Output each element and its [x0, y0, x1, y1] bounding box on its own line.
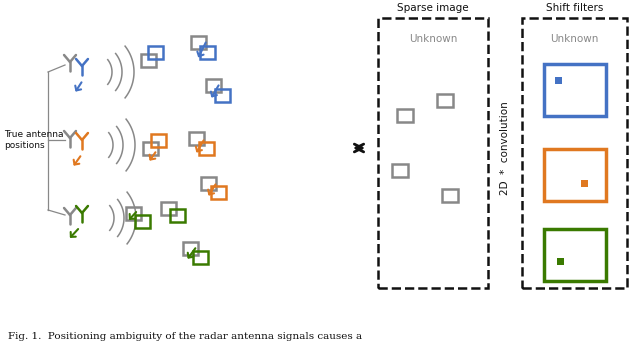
- Bar: [198, 141, 214, 154]
- Bar: [147, 45, 163, 58]
- Text: True antenna
positions: True antenna positions: [4, 130, 63, 150]
- Text: Unknown: Unknown: [409, 34, 457, 44]
- Bar: [581, 180, 588, 186]
- Bar: [161, 202, 175, 215]
- Bar: [543, 64, 605, 116]
- Text: Fig. 1.  Positioning ambiguity of the radar antenna signals causes a: Fig. 1. Positioning ambiguity of the rad…: [8, 332, 362, 341]
- Bar: [189, 131, 204, 144]
- Bar: [555, 76, 562, 84]
- Bar: [442, 189, 458, 202]
- Bar: [205, 78, 221, 92]
- Bar: [182, 241, 198, 255]
- Text: 2D  *  convolution: 2D * convolution: [500, 101, 510, 195]
- Bar: [397, 108, 413, 121]
- Bar: [211, 185, 225, 198]
- Bar: [200, 176, 216, 190]
- Bar: [134, 215, 150, 227]
- Bar: [200, 45, 214, 58]
- Bar: [150, 133, 166, 147]
- Bar: [143, 141, 157, 154]
- Text: Shift filters: Shift filters: [546, 3, 603, 13]
- Text: Sparse image: Sparse image: [397, 3, 469, 13]
- Bar: [191, 35, 205, 49]
- Bar: [193, 250, 207, 264]
- Bar: [214, 88, 230, 101]
- Bar: [170, 208, 184, 222]
- Bar: [543, 149, 605, 201]
- Bar: [125, 206, 141, 219]
- Bar: [557, 258, 564, 265]
- Bar: [141, 54, 156, 66]
- Bar: [543, 229, 605, 281]
- Bar: [392, 163, 408, 176]
- Bar: [437, 94, 453, 107]
- Text: Unknown: Unknown: [550, 34, 598, 44]
